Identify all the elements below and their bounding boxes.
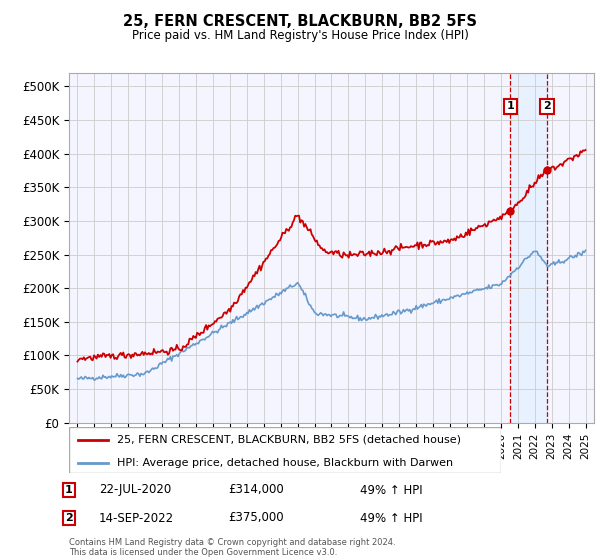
Text: HPI: Average price, detached house, Blackburn with Darwen: HPI: Average price, detached house, Blac… — [116, 458, 452, 468]
Text: £314,000: £314,000 — [228, 483, 284, 497]
Text: Contains HM Land Registry data © Crown copyright and database right 2024.
This d: Contains HM Land Registry data © Crown c… — [69, 538, 395, 557]
Text: 2: 2 — [65, 513, 73, 523]
Text: 49% ↑ HPI: 49% ↑ HPI — [360, 511, 422, 525]
Text: Price paid vs. HM Land Registry's House Price Index (HPI): Price paid vs. HM Land Registry's House … — [131, 29, 469, 42]
Text: 22-JUL-2020: 22-JUL-2020 — [99, 483, 171, 497]
Text: 25, FERN CRESCENT, BLACKBURN, BB2 5FS: 25, FERN CRESCENT, BLACKBURN, BB2 5FS — [123, 14, 477, 29]
Text: 14-SEP-2022: 14-SEP-2022 — [99, 511, 174, 525]
Text: £375,000: £375,000 — [228, 511, 284, 525]
Text: 1: 1 — [506, 101, 514, 111]
Text: 49% ↑ HPI: 49% ↑ HPI — [360, 483, 422, 497]
Text: 2: 2 — [543, 101, 551, 111]
Bar — [510, 73, 547, 423]
FancyBboxPatch shape — [69, 427, 501, 473]
Text: 25, FERN CRESCENT, BLACKBURN, BB2 5FS (detached house): 25, FERN CRESCENT, BLACKBURN, BB2 5FS (d… — [116, 435, 461, 445]
Text: 1: 1 — [65, 485, 73, 495]
